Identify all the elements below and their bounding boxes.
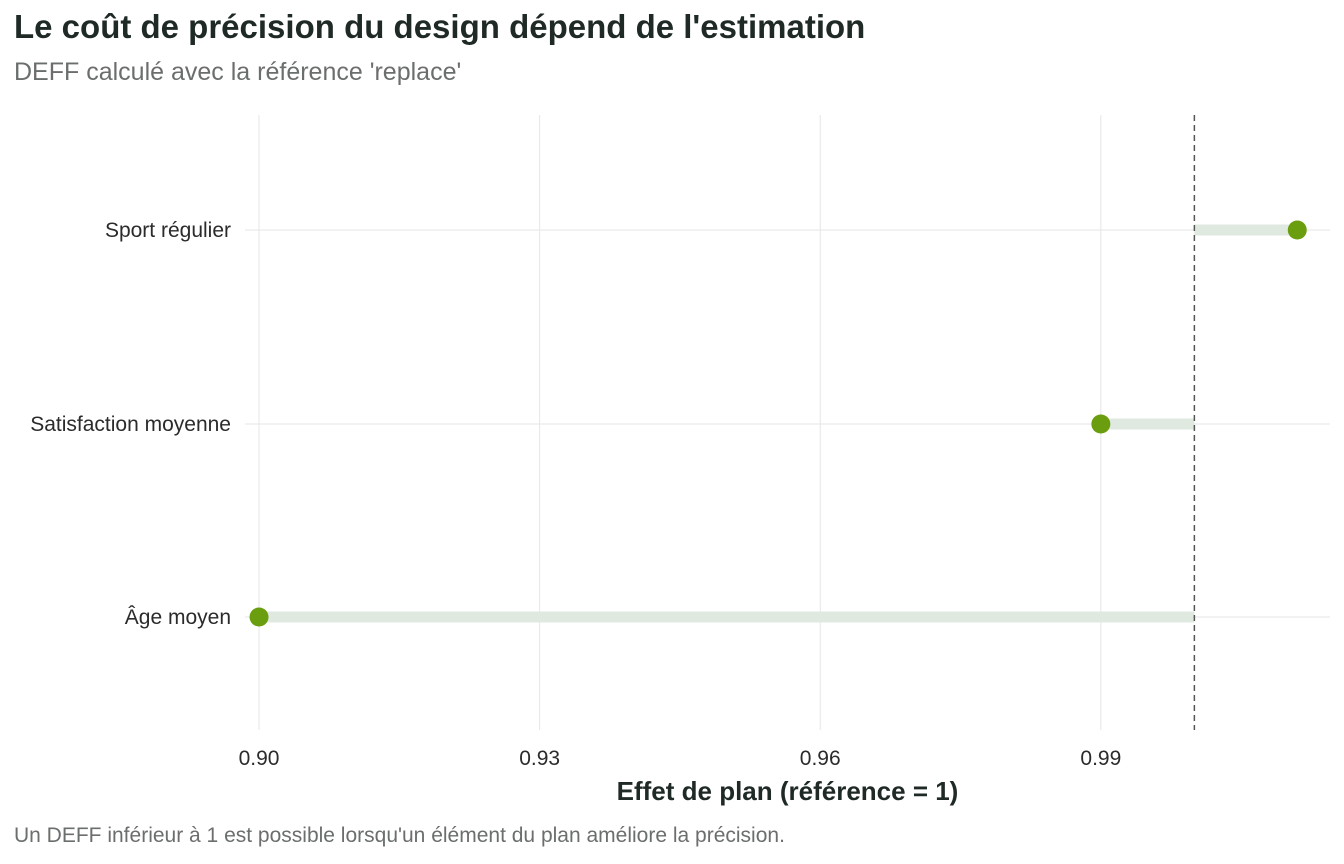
x-tick-label: 0.96 xyxy=(800,747,841,770)
x-tick-labels: 0.90 0.93 0.96 0.99 xyxy=(239,747,1122,770)
category-label: Âge moyen xyxy=(125,606,231,629)
deviation-segments xyxy=(259,224,1298,623)
data-point xyxy=(249,607,269,627)
category-labels: Sport régulier Satisfaction moyenne Âge mo… xyxy=(30,219,231,629)
chart-title: Le coût de précision du design dépend de… xyxy=(14,8,866,45)
x-tick-label: 0.99 xyxy=(1080,747,1121,770)
data-points xyxy=(249,220,1307,627)
x-tick-label: 0.93 xyxy=(519,747,560,770)
data-point xyxy=(1287,220,1307,240)
x-tick-label: 0.90 xyxy=(239,747,280,770)
vertical-gridlines xyxy=(258,115,1102,730)
category-label: Sport régulier xyxy=(105,219,231,242)
chart-caption: Un DEFF inférieur à 1 est possible lorsq… xyxy=(14,824,785,847)
chart-subtitle: DEFF calculé avec la référence 'replace' xyxy=(14,58,462,86)
x-axis-title: Effet de plan (référence = 1) xyxy=(617,776,959,806)
data-point xyxy=(1091,414,1111,434)
category-label: Satisfaction moyenne xyxy=(30,413,231,436)
